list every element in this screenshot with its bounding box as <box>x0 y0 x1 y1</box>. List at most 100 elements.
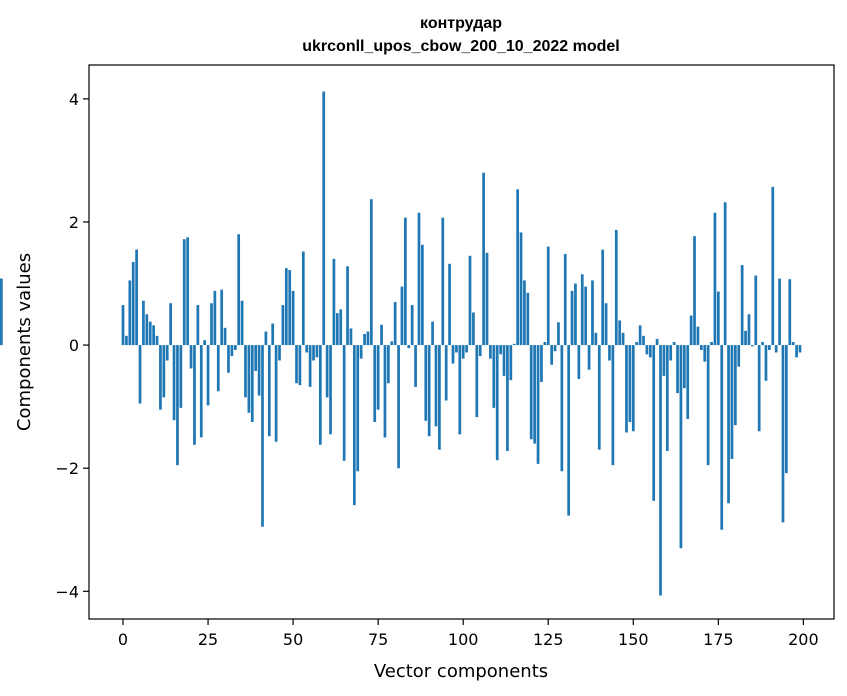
bar <box>458 345 462 435</box>
bar <box>536 345 540 464</box>
x-tick-label: 75 <box>368 630 388 649</box>
bar <box>788 279 792 346</box>
bar <box>237 234 241 346</box>
bar <box>676 345 679 394</box>
bar <box>223 327 227 346</box>
bar <box>346 266 349 346</box>
bar <box>131 261 135 346</box>
bar <box>580 274 584 346</box>
bar <box>608 345 611 361</box>
bar <box>186 237 190 346</box>
bar <box>213 290 217 346</box>
bar <box>261 345 264 527</box>
bar <box>162 345 166 398</box>
bar <box>482 172 485 346</box>
bar <box>614 229 618 346</box>
bar <box>390 341 394 346</box>
bar <box>478 345 482 357</box>
bar <box>244 345 247 398</box>
bar <box>727 345 730 504</box>
y-axis-ticks: −4 −2 0 2 4 <box>55 90 89 601</box>
x-tick-label: 125 <box>533 630 564 649</box>
bar <box>182 239 186 346</box>
bar <box>557 322 560 346</box>
bar <box>563 253 567 346</box>
bar <box>665 345 669 451</box>
bar <box>179 345 183 408</box>
bar <box>693 236 696 346</box>
bar <box>621 332 625 346</box>
bar <box>747 314 751 346</box>
x-tick-label: 100 <box>448 630 479 649</box>
bar <box>424 345 428 421</box>
bar <box>199 345 203 438</box>
x-axis-ticks: 0 25 50 75 100 125 150 175 200 <box>118 619 819 649</box>
bar <box>189 345 193 369</box>
bar <box>642 335 645 346</box>
bar <box>509 345 513 381</box>
bar <box>492 345 496 408</box>
bar <box>489 345 492 359</box>
bar <box>172 345 176 421</box>
bar <box>356 345 360 472</box>
bar <box>795 345 798 358</box>
bar <box>512 343 516 346</box>
bar <box>720 345 724 530</box>
bar <box>359 345 363 359</box>
bar <box>631 345 635 432</box>
bar <box>716 291 720 346</box>
bar <box>519 232 523 346</box>
bar <box>373 345 377 423</box>
bar <box>506 345 509 451</box>
bar <box>138 345 142 404</box>
bar <box>659 345 662 596</box>
x-tick-label: 25 <box>198 630 218 649</box>
bar <box>706 345 710 466</box>
bar <box>254 345 258 371</box>
bar <box>625 345 628 433</box>
bar <box>611 345 615 466</box>
bar <box>441 217 445 346</box>
bar <box>768 345 771 350</box>
bar <box>152 325 155 346</box>
y-axis-label: Components values <box>14 253 35 431</box>
bar <box>577 345 581 379</box>
chart-subtitle: ukrconll_upos_cbow_200_10_2022 model <box>302 38 619 55</box>
bar <box>230 345 234 357</box>
bar <box>655 338 659 346</box>
bar <box>645 345 649 355</box>
chart-title: контрудар <box>420 15 502 32</box>
y-tick-label: 0 <box>69 336 79 355</box>
bar <box>499 345 502 355</box>
bar <box>798 345 802 353</box>
bar <box>288 269 292 346</box>
bar <box>703 345 707 362</box>
bar <box>587 345 591 370</box>
bar <box>785 345 788 474</box>
bar <box>669 345 673 361</box>
bar <box>352 345 356 506</box>
bar <box>553 345 557 352</box>
bar <box>713 212 717 346</box>
bar <box>257 345 261 396</box>
bar <box>628 345 632 423</box>
bar <box>220 289 224 346</box>
bar <box>448 263 451 346</box>
bar <box>145 314 149 346</box>
bar <box>584 286 588 346</box>
bar <box>771 186 775 346</box>
bar <box>533 345 536 444</box>
bar <box>404 217 407 346</box>
bar <box>417 212 421 346</box>
bar <box>250 345 254 423</box>
bar <box>193 345 196 445</box>
bar <box>414 345 417 387</box>
bar <box>495 345 499 461</box>
bar <box>267 345 271 437</box>
bar <box>733 345 737 426</box>
bar <box>754 275 758 346</box>
x-axis-label: Vector components <box>374 661 548 682</box>
bar <box>329 345 332 435</box>
bar <box>730 345 734 459</box>
